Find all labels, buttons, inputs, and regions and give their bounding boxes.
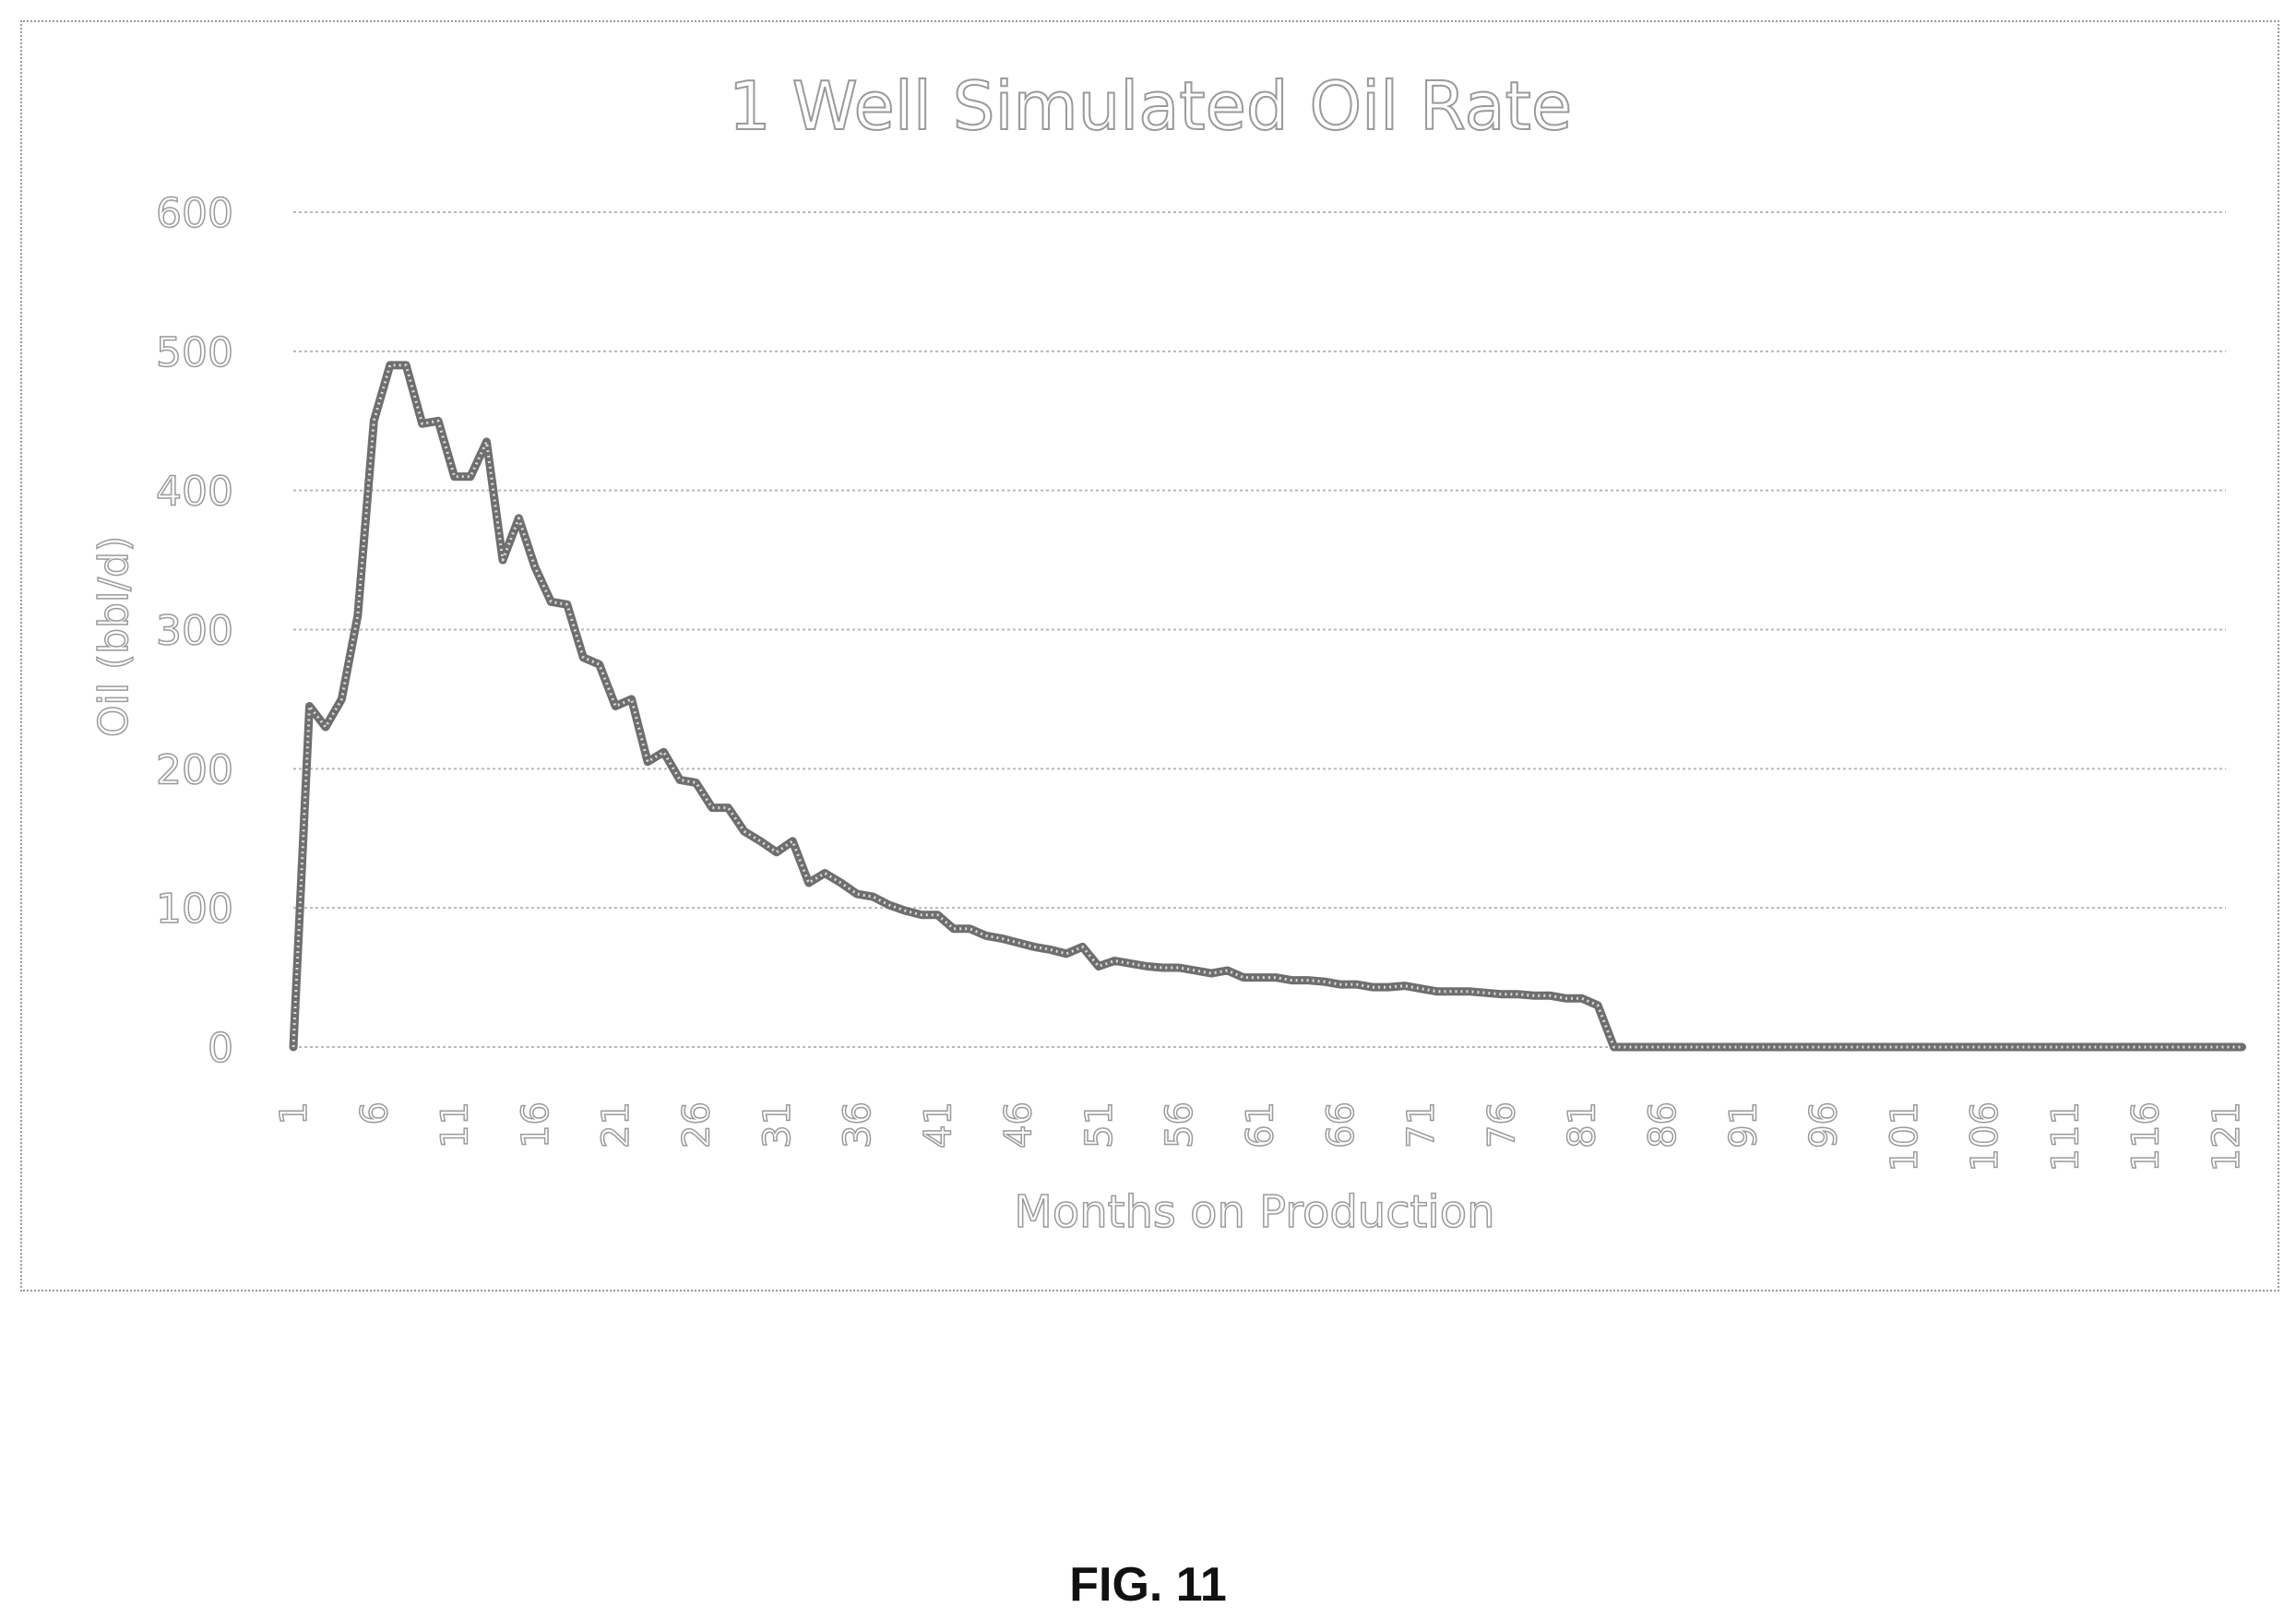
x-tick-label: 71 [1400,1101,1443,1149]
y-tick-label: 100 [156,886,233,933]
figure-label: FIG. 11 [1069,1558,1227,1612]
x-axis-title: Months on Production [1014,1186,1494,1238]
chart-frame [20,20,2279,1292]
y-tick-label: 400 [156,469,233,516]
x-tick-label: 91 [1722,1101,1765,1149]
x-tick-label: 41 [917,1101,959,1149]
x-tick-label: 1 [273,1101,315,1125]
x-tick-label: 61 [1240,1101,1282,1149]
series-line-hatch-0 [291,363,2242,1049]
x-tick-label: 6 [353,1101,396,1125]
x-tick-label: 31 [756,1101,799,1149]
y-tick-label: 200 [156,746,233,793]
series-line-0 [289,361,2246,1052]
x-tick-label: 116 [2125,1101,2168,1172]
x-tick-label: 106 [1964,1101,2006,1172]
x-tick-label: 81 [1562,1101,1604,1149]
y-tick-label: 0 [208,1025,233,1072]
x-tick-label: 66 [1320,1101,1362,1149]
x-tick-label: 36 [837,1101,879,1149]
x-tick-label: 51 [1078,1101,1121,1149]
x-tick-label: 111 [2044,1101,2087,1172]
x-tick-label: 56 [1159,1101,1201,1149]
x-tick-label: 16 [515,1101,557,1149]
y-axis-title: Oil (bbl/d) [90,536,137,737]
y-tick-label: 300 [156,608,233,655]
x-tick-label: 121 [2206,1101,2248,1172]
x-tick-label: 11 [434,1101,477,1149]
x-tick-label: 101 [1884,1101,1926,1172]
y-tick-label: 600 [156,190,233,237]
x-tick-label: 26 [675,1101,718,1149]
x-tick-label: 86 [1642,1101,1684,1149]
x-tick-label: 96 [1803,1101,1846,1149]
y-tick-label: 500 [156,329,233,376]
x-tick-label: 76 [1481,1101,1523,1149]
x-tick-label: 21 [595,1101,637,1149]
chart-title: 1 Well Simulated Oil Rate [729,67,1572,145]
x-tick-label: 46 [998,1101,1041,1149]
